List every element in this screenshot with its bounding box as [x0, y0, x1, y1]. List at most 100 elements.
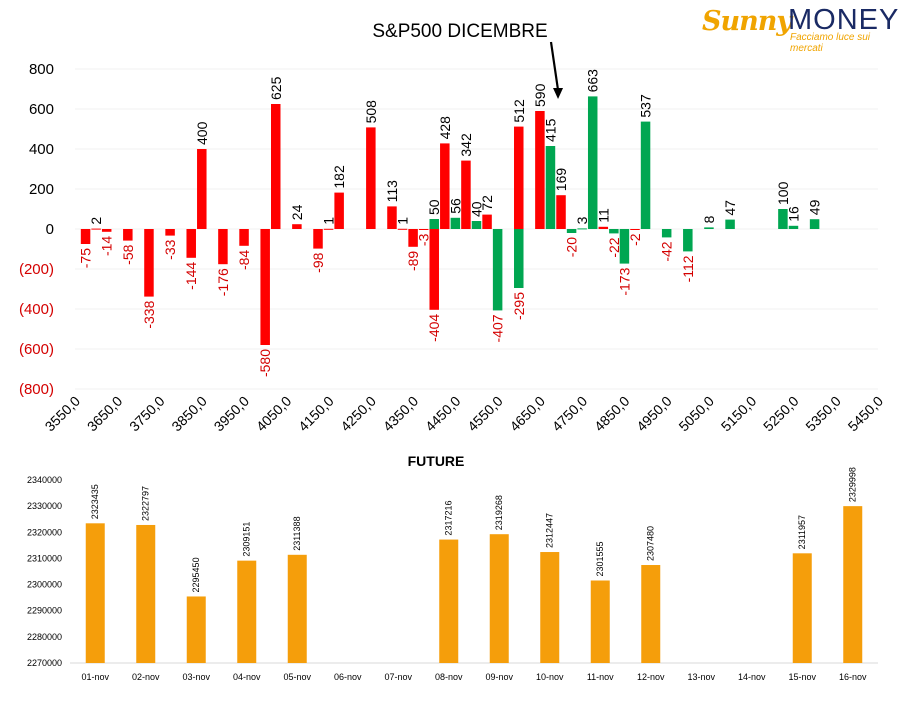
future-bar	[489, 534, 509, 663]
bar-value-label: -295	[511, 292, 527, 320]
bar	[577, 228, 587, 230]
x-tick-label: 3650,0	[84, 393, 126, 435]
bar-value-label: 113	[384, 180, 400, 203]
bar-value-label: 24	[289, 204, 305, 220]
x-tick-label: 07-nov	[384, 672, 412, 682]
bar	[313, 229, 323, 249]
bar-value-label: 2	[88, 217, 104, 225]
bar-value-label: -89	[405, 251, 421, 271]
bar-value-label: 11	[595, 208, 611, 223]
bar-value-label: -144	[183, 262, 199, 290]
bar-value-label: -580	[257, 349, 273, 377]
bar	[323, 228, 334, 230]
x-tick-label: 02-nov	[132, 672, 160, 682]
chart-title: FUTURE	[408, 453, 465, 469]
x-tick-label: 01-nov	[81, 672, 109, 682]
x-tick-label: 09-nov	[485, 672, 513, 682]
bar	[292, 224, 302, 229]
y-tick-label: 2320000	[27, 527, 62, 537]
bar	[725, 219, 735, 229]
annotation-arrow-head	[553, 88, 564, 99]
y-tick-label: (600)	[19, 341, 54, 358]
bar	[186, 229, 196, 258]
bar-value-label: 2322797	[141, 486, 151, 521]
x-tick-label: 3550,0	[42, 393, 84, 435]
future-bar	[85, 523, 105, 663]
bar-value-label: -42	[659, 241, 675, 261]
bar-value-label: 3	[574, 216, 590, 224]
bar	[514, 126, 524, 229]
x-tick-label: 4550,0	[464, 393, 506, 435]
logo-brand-money: MONEY	[788, 4, 900, 36]
bar	[408, 229, 418, 247]
x-tick-label: 15-nov	[788, 672, 816, 682]
bar-value-label: 2319268	[494, 495, 504, 530]
bar-value-label: 400	[194, 121, 210, 145]
bar	[609, 229, 619, 234]
bar	[535, 111, 545, 229]
x-tick-label: 4850,0	[591, 393, 633, 435]
chart-title: S&P500 DICEMBRE	[372, 21, 547, 42]
y-tick-label: 2330000	[27, 501, 62, 511]
bar-value-label: 2329998	[848, 467, 858, 502]
bar	[683, 229, 693, 252]
x-tick-label: 4050,0	[253, 393, 295, 435]
bar	[640, 121, 651, 229]
future-bar	[136, 524, 156, 663]
bar-value-label: -404	[426, 314, 442, 342]
bar	[587, 96, 598, 230]
bar-value-label: 2311957	[797, 515, 807, 549]
bar	[123, 229, 133, 241]
y-tick-label: 800	[29, 61, 54, 78]
bar-value-label: 169	[553, 168, 569, 192]
bar-value-label: 56	[447, 198, 463, 214]
bar-value-label: 2301555	[595, 541, 605, 576]
bar-value-label: -176	[215, 268, 231, 296]
bar-value-label: 625	[268, 76, 284, 100]
future-bar	[237, 560, 257, 663]
bar-value-label: 2311388	[292, 516, 302, 550]
x-tick-label: 04-nov	[233, 672, 261, 682]
bar	[482, 214, 492, 229]
bar-value-label: -75	[78, 248, 94, 268]
x-tick-label: 06-nov	[334, 672, 362, 682]
bar-value-label: 428	[437, 116, 453, 140]
bar-value-label: 590	[532, 83, 548, 107]
future-bar	[186, 596, 206, 663]
y-tick-label: 0	[46, 221, 54, 238]
future-chart: FUTURE 2340000 2330000 2320000 2310000 230000…	[27, 453, 878, 682]
bar	[440, 143, 450, 229]
bar	[514, 229, 524, 288]
bar-value-label: -407	[490, 314, 506, 342]
bar-value-label: -2	[627, 233, 643, 246]
bar-value-label: 40	[469, 201, 485, 217]
bar-value-label: -33	[162, 239, 178, 259]
bar	[80, 229, 91, 244]
x-tick-label: 3750,0	[126, 393, 168, 435]
x-tick-label: 4650,0	[506, 393, 548, 435]
bar-value-label: 50	[426, 199, 442, 215]
bar-value-label: -173	[616, 267, 632, 295]
bar-value-label: 2307480	[646, 526, 656, 561]
x-tick-label: 5150,0	[718, 393, 760, 435]
bar	[492, 229, 503, 311]
y-tick-label: (400)	[19, 301, 54, 318]
x-tick-label: 4950,0	[633, 393, 675, 435]
bar-value-label: -338	[141, 300, 157, 328]
x-tick-label: 3950,0	[211, 393, 253, 435]
y-tick-label: (800)	[19, 381, 54, 398]
bar-value-label: -14	[99, 236, 115, 256]
x-tick-label: 5050,0	[675, 393, 717, 435]
bar	[598, 226, 609, 229]
bar-value-label: 342	[458, 133, 474, 157]
bar	[197, 149, 207, 229]
bar-value-label: 415	[542, 118, 558, 142]
bar-value-label: 72	[479, 195, 495, 211]
bar	[630, 229, 640, 230]
bar-value-label: 1	[395, 217, 411, 225]
bar	[144, 229, 154, 297]
x-tick-label: 5450,0	[845, 393, 887, 435]
bar-value-label: 663	[585, 69, 601, 93]
